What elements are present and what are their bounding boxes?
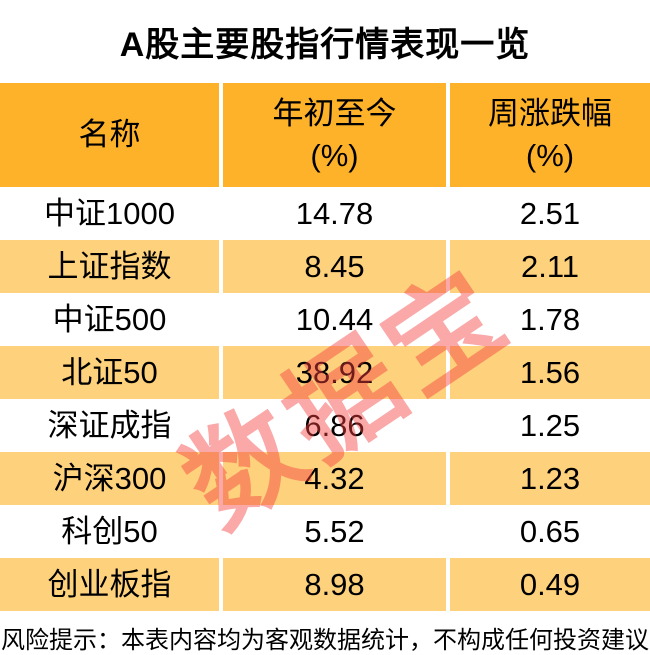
index-name-cell: 深证成指 <box>0 399 219 452</box>
ytd-change-cell: 38.92 <box>223 346 446 399</box>
table-row: 中证1000 14.78 2.51 <box>0 187 650 240</box>
column-header-name-label: 名称 <box>78 117 141 153</box>
week-change-cell: 0.49 <box>450 558 650 611</box>
column-header-week-unit: (%) <box>525 138 575 173</box>
table-row: 深证成指 6.86 1.25 <box>0 399 650 452</box>
ytd-change-cell: 6.86 <box>223 399 446 452</box>
week-change-cell: 2.51 <box>450 187 650 240</box>
index-performance-table: 名称 年初至今 (%) 周涨跌幅 (%) 中证1000 14.78 2.51 上… <box>0 83 650 611</box>
week-change-cell: 0.65 <box>450 505 650 558</box>
table-row: 科创50 5.52 0.65 <box>0 505 650 558</box>
index-name-cell: 中证500 <box>0 293 219 346</box>
ytd-change-cell: 4.32 <box>223 452 446 505</box>
risk-disclaimer: 风险提示：本表内容均为客观数据统计，不构成任何投资建议。 <box>1 627 650 654</box>
table-row: 中证500 10.44 1.78 <box>0 293 650 346</box>
ytd-change-cell: 8.98 <box>223 558 446 611</box>
index-name-cell: 创业板指 <box>0 558 219 611</box>
ytd-change-cell: 5.52 <box>223 505 446 558</box>
index-name-cell: 沪深300 <box>0 452 219 505</box>
week-change-cell: 1.56 <box>450 346 650 399</box>
ytd-change-cell: 10.44 <box>223 293 446 346</box>
table-row: 创业板指 8.98 0.49 <box>0 558 650 611</box>
table-header-row: 名称 年初至今 (%) 周涨跌幅 (%) <box>0 83 650 187</box>
week-change-cell: 1.78 <box>450 293 650 346</box>
ytd-change-cell: 8.45 <box>223 240 446 293</box>
column-header-ytd-label: 年初至今 <box>272 96 397 132</box>
table-body: 中证1000 14.78 2.51 上证指数 8.45 2.11 中证500 1… <box>0 187 650 611</box>
column-header-ytd-unit: (%) <box>310 138 359 173</box>
column-header-week-label: 周涨跌幅 <box>488 96 612 132</box>
week-change-cell: 2.11 <box>450 240 650 293</box>
week-change-cell: 1.23 <box>450 452 650 505</box>
index-name-cell: 北证50 <box>0 346 219 399</box>
week-change-cell: 1.25 <box>450 399 650 452</box>
page-title: A股主要股指行情表现一览 <box>119 26 531 64</box>
column-header-week: 周涨跌幅 (%) <box>450 83 650 187</box>
index-name-cell: 上证指数 <box>0 240 219 293</box>
index-name-cell: 科创50 <box>0 505 219 558</box>
column-header-name: 名称 <box>0 83 219 187</box>
column-header-ytd: 年初至今 (%) <box>223 83 446 187</box>
index-name-cell: 中证1000 <box>0 187 219 240</box>
table-row: 北证50 38.92 1.56 <box>0 346 650 399</box>
table-row: 沪深300 4.32 1.23 <box>0 452 650 505</box>
ytd-change-cell: 14.78 <box>223 187 446 240</box>
table-row: 上证指数 8.45 2.11 <box>0 240 650 293</box>
